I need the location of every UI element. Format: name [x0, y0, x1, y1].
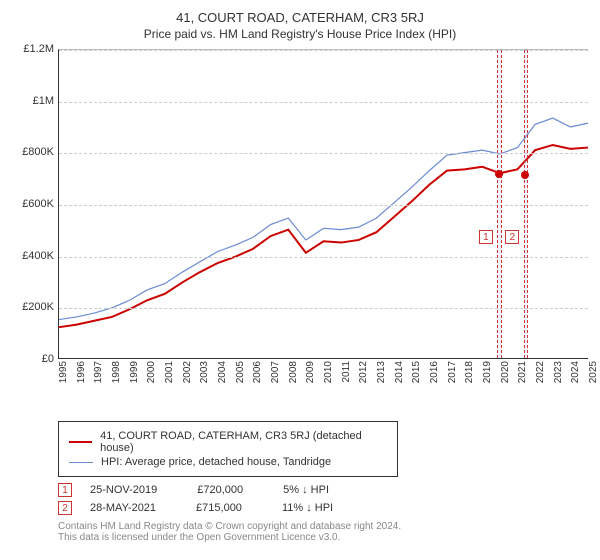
page-subtitle: Price paid vs. HM Land Registry's House …: [10, 27, 590, 41]
legend-swatch: [69, 462, 93, 463]
series-hpi: [59, 118, 588, 319]
x-tick-label: 1995: [58, 361, 69, 383]
marker-label: 1: [479, 230, 493, 244]
x-tick-label: 2020: [500, 361, 511, 383]
x-tick-label: 2005: [235, 361, 246, 383]
legend: 41, COURT ROAD, CATERHAM, CR3 5RJ (detac…: [58, 421, 398, 477]
transaction-row: 2 28-MAY-2021 £715,000 11% ↓ HPI: [58, 501, 590, 515]
footer-line2: This data is licensed under the Open Gov…: [58, 532, 590, 543]
x-tick-label: 2007: [270, 361, 281, 383]
legend-label: 41, COURT ROAD, CATERHAM, CR3 5RJ (detac…: [100, 430, 387, 454]
chart-container: £0£200K£400K£600K£800K£1M£1.2M 12 199519…: [10, 49, 590, 391]
footer: Contains HM Land Registry data © Crown c…: [58, 521, 590, 543]
transactions-list: 1 25-NOV-2019 £720,000 5% ↓ HPI 2 28-MAY-2021…: [10, 483, 590, 515]
x-tick-label: 2004: [217, 361, 228, 383]
gridline: [59, 205, 588, 206]
x-tick-label: 2014: [394, 361, 405, 383]
transaction-marker: 1: [58, 483, 72, 497]
x-tick-label: 2022: [535, 361, 546, 383]
legend-label: HPI: Average price, detached house, Tand…: [101, 456, 331, 468]
x-tick-label: 2015: [411, 361, 422, 383]
gridline: [59, 153, 588, 154]
chart-plot-area: 12: [58, 49, 588, 359]
x-tick-label: 1996: [76, 361, 87, 383]
y-tick-label: £600K: [22, 198, 54, 210]
transaction-date: 25-NOV-2019: [90, 484, 157, 496]
x-tick-label: 2021: [517, 361, 528, 383]
transaction-row: 1 25-NOV-2019 £720,000 5% ↓ HPI: [58, 483, 590, 497]
y-tick-label: £400K: [22, 250, 54, 262]
transaction-marker: 2: [58, 501, 72, 515]
x-tick-label: 1998: [111, 361, 122, 383]
x-tick-label: 2017: [447, 361, 458, 383]
x-tick-label: 1999: [129, 361, 140, 383]
transaction-price: £720,000: [197, 484, 243, 496]
marker-dot: [495, 170, 503, 178]
gridline: [59, 308, 588, 309]
x-tick-label: 2023: [553, 361, 564, 383]
x-axis-labels: 1995 1996 1997 1998 1999 2000 2001 2002 2003 2004…: [58, 359, 588, 391]
x-tick-label: 2012: [358, 361, 369, 383]
x-tick-label: 2013: [376, 361, 387, 383]
transaction-date: 28-MAY-2021: [90, 502, 156, 514]
y-tick-label: £0: [42, 353, 54, 365]
chart-lines-svg: [59, 50, 588, 358]
page-title: 41, COURT ROAD, CATERHAM, CR3 5RJ: [10, 10, 590, 25]
gridline: [59, 257, 588, 258]
x-tick-label: 2018: [464, 361, 475, 383]
y-tick-label: £200K: [22, 301, 54, 313]
x-tick-label: 2010: [323, 361, 334, 383]
x-tick-label: 2016: [429, 361, 440, 383]
x-tick-label: 2025: [588, 361, 599, 383]
y-tick-label: £1M: [33, 95, 54, 107]
highlight-border: [527, 50, 528, 358]
x-tick-label: 2024: [570, 361, 581, 383]
x-tick-label: 2002: [182, 361, 193, 383]
marker-dot: [521, 171, 529, 179]
y-tick-label: £800K: [22, 146, 54, 158]
x-tick-label: 2009: [305, 361, 316, 383]
x-tick-label: 2003: [199, 361, 210, 383]
transaction-delta: 11% ↓ HPI: [282, 502, 333, 514]
x-tick-label: 2011: [341, 361, 352, 383]
x-tick-label: 2019: [482, 361, 493, 383]
highlight-border: [501, 50, 502, 358]
x-tick-label: 2006: [252, 361, 263, 383]
legend-row: HPI: Average price, detached house, Tand…: [69, 456, 387, 468]
x-tick-label: 2001: [164, 361, 175, 383]
legend-row: 41, COURT ROAD, CATERHAM, CR3 5RJ (detac…: [69, 430, 387, 454]
footer-line1: Contains HM Land Registry data © Crown c…: [58, 521, 590, 532]
x-tick-label: 2008: [288, 361, 299, 383]
gridline: [59, 102, 588, 103]
marker-label: 2: [505, 230, 519, 244]
transaction-price: £715,000: [196, 502, 242, 514]
highlight-border: [524, 50, 525, 358]
y-axis-labels: £0£200K£400K£600K£800K£1M£1.2M: [10, 49, 56, 359]
x-tick-label: 2000: [146, 361, 157, 383]
legend-swatch: [69, 441, 92, 443]
transaction-delta: 5% ↓ HPI: [283, 484, 329, 496]
y-tick-label: £1.2M: [23, 43, 54, 55]
x-tick-label: 1997: [93, 361, 104, 383]
highlight-border: [497, 50, 498, 358]
gridline: [59, 50, 588, 51]
